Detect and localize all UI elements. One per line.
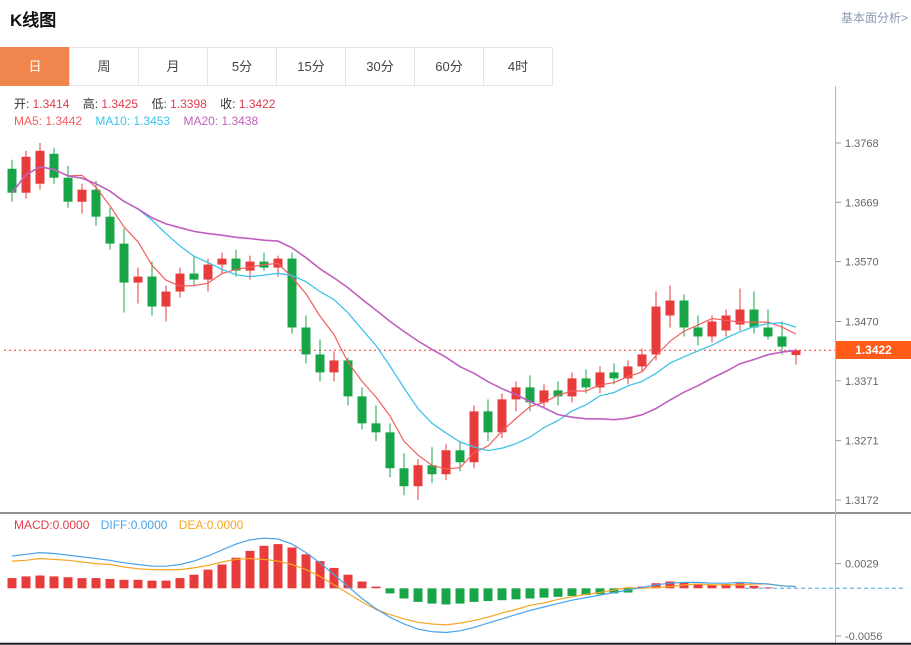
svg-text:1.3768: 1.3768 (845, 138, 879, 150)
macd-value: 0.0000 (52, 518, 90, 532)
close-readout: 收: 1.3422 (220, 97, 275, 111)
tab-15min[interactable]: 15分 (276, 47, 346, 86)
ma10-value: 1.3453 (133, 114, 171, 128)
dea-label: DEA: (178, 518, 207, 532)
diff-value: 0.0000 (130, 518, 168, 532)
high-label: 高: (82, 97, 102, 111)
macd-value-readout: MACD:0.0000 (14, 518, 89, 532)
high-readout: 高: 1.3425 (83, 97, 138, 111)
fundamental-analysis-link[interactable]: 基本面分析> (840, 11, 908, 25)
svg-text:1.3271: 1.3271 (845, 436, 879, 448)
close-label: 收: (220, 97, 239, 111)
low-label: 低: (151, 97, 171, 111)
svg-text:1.3371: 1.3371 (845, 376, 879, 388)
tab-week[interactable]: 周 (69, 47, 139, 86)
tab-30min[interactable]: 30分 (345, 47, 415, 86)
svg-text:1.3470: 1.3470 (845, 317, 879, 329)
svg-text:-0.0056: -0.0056 (845, 631, 882, 643)
ma20-readout: MA20: 1.3438 (183, 114, 258, 128)
chart-frame (0, 86, 911, 645)
diff-label: DIFF: (100, 518, 131, 532)
open-readout: 开: 1.3414 (14, 97, 69, 111)
ma-lines (11, 165, 797, 470)
svg-text:1.3172: 1.3172 (845, 495, 879, 507)
open-value: 1.3414 (32, 97, 70, 111)
ma20-value: 1.3438 (221, 114, 259, 128)
page-title: K线图 (10, 11, 57, 30)
current-price-tag: 1.3422 (836, 341, 911, 359)
low-value: 1.3398 (170, 97, 207, 111)
open-label: 开: (14, 97, 33, 111)
tab-60min[interactable]: 60分 (414, 47, 484, 86)
macd-panel: 0.0029 -0.0056 (7, 537, 905, 643)
tab-5min[interactable]: 5分 (207, 47, 277, 86)
candles-layer (7, 143, 801, 500)
ma5-readout: MA5: 1.3442 (14, 114, 82, 128)
dea-value-readout: DEA:0.0000 (179, 518, 244, 532)
price-axis: 1.3768 1.3669 1.3570 1.3470 1.3371 1.3271 1.31… (4, 138, 879, 507)
ma10-readout: MA10: 1.3453 (95, 114, 170, 128)
ohlc-readout: 开: 1.3414 高: 1.3425 低: 1.3398 收: 1.3422 (14, 95, 286, 112)
tab-4hour[interactable]: 4时 (483, 47, 553, 86)
svg-text:1.3669: 1.3669 (845, 197, 879, 209)
dea-value: 0.0000 (206, 518, 244, 532)
ma10-label: MA10: (95, 114, 134, 128)
svg-text:1.3570: 1.3570 (845, 257, 879, 269)
ma5-label: MA5: (14, 114, 46, 128)
page-header: K线图 基本面分析> (0, 0, 911, 46)
diff-value-readout: DIFF:0.0000 (101, 518, 168, 532)
period-tabs: 日 周 月 5分 15分 30分 60分 4时 (0, 47, 553, 86)
ma-readout: MA5: 1.3442 MA10: 1.3453 MA20: 1.3438 (14, 114, 268, 128)
ma5-value: 1.3442 (45, 114, 83, 128)
macd-label: MACD: (14, 518, 53, 532)
ma20-label: MA20: (183, 114, 222, 128)
tab-day[interactable]: 日 (0, 47, 70, 86)
close-value: 1.3422 (238, 97, 276, 111)
low-readout: 低: 1.3398 (151, 97, 206, 111)
high-value: 1.3425 (101, 97, 139, 111)
svg-text:0.0029: 0.0029 (845, 559, 879, 571)
macd-readout: MACD:0.0000 DIFF:0.0000 DEA:0.0000 (14, 518, 251, 532)
